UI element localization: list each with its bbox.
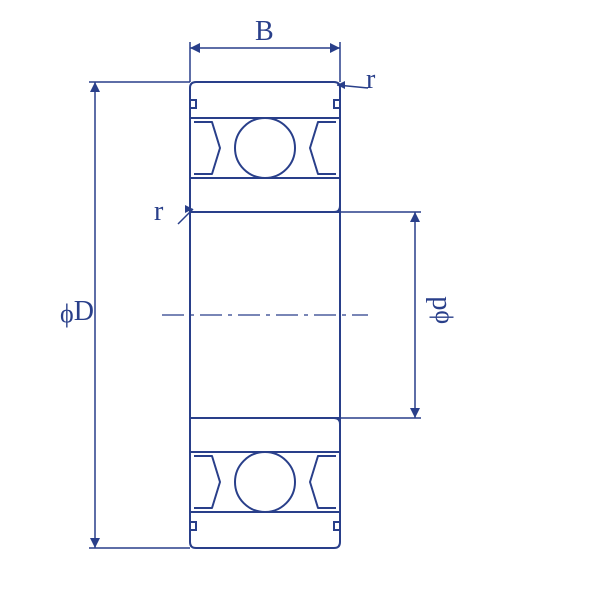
- width-label: B: [255, 16, 274, 48]
- fillet-top-label: r: [366, 64, 375, 96]
- fillet-mid-label: r: [154, 196, 163, 228]
- outer-diameter-label: D: [60, 296, 94, 329]
- inner-diameter-label: d: [422, 296, 455, 324]
